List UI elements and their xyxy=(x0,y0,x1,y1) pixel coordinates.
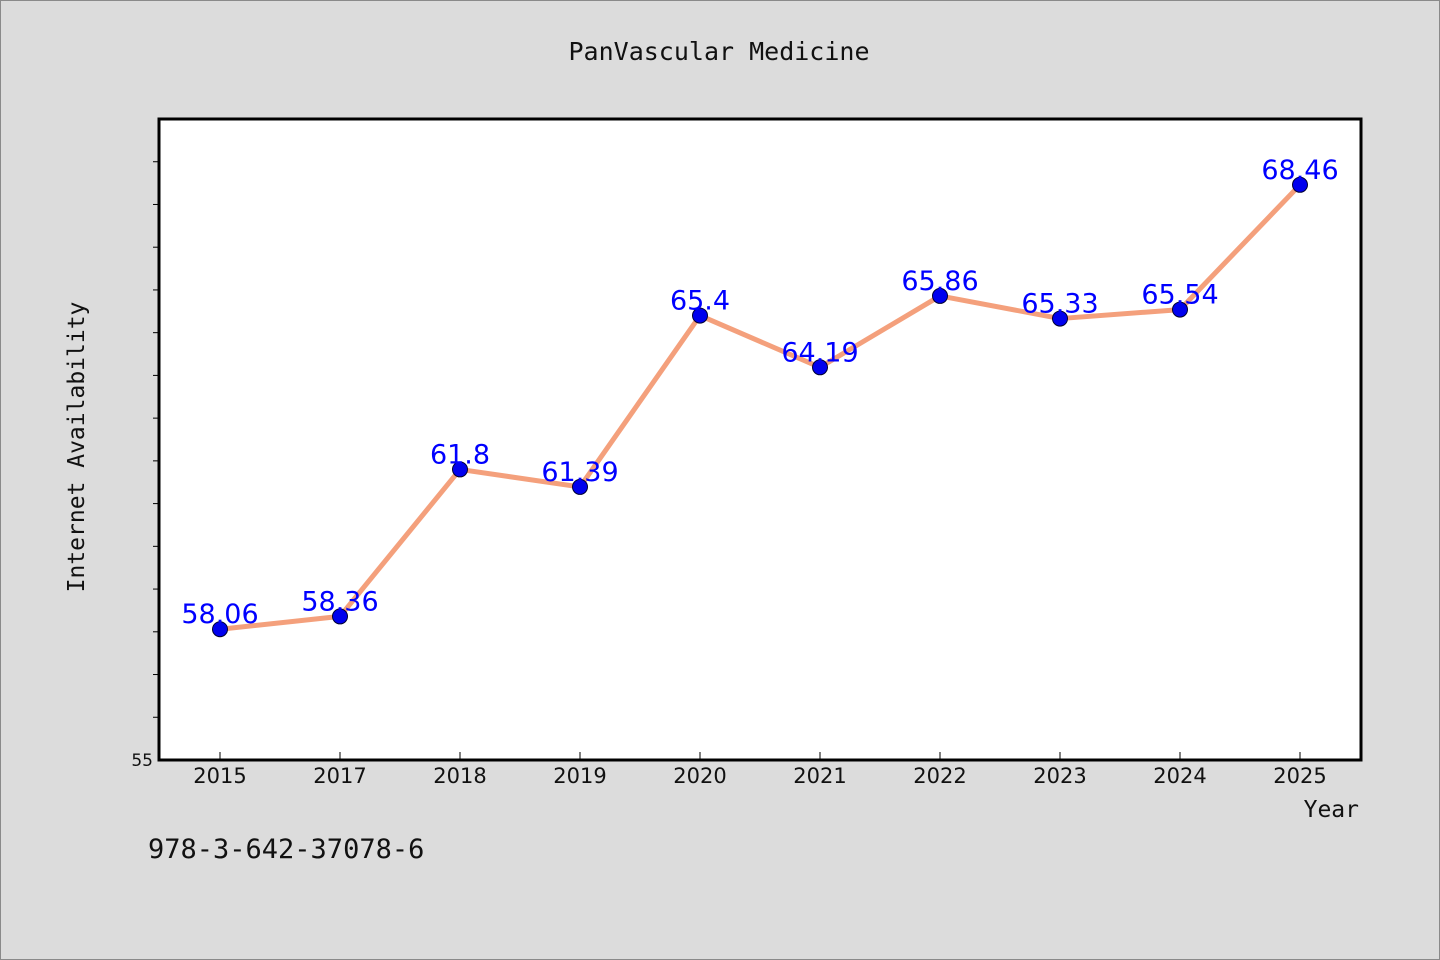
data-label: 58.36 xyxy=(301,586,378,617)
data-point xyxy=(812,359,828,376)
x-tick-label: 2020 xyxy=(673,764,726,788)
x-tick-label: 2025 xyxy=(1273,764,1326,788)
x-tick-label: 2019 xyxy=(553,764,606,788)
data-point xyxy=(1172,301,1188,318)
data-point xyxy=(572,478,588,495)
plot-area xyxy=(157,117,1363,762)
data-point xyxy=(452,461,468,478)
x-tick-labels: 2015 2017 2018 2019 2020 2021 2022 2023 2024 2025 xyxy=(193,764,1326,788)
data-label: 65.86 xyxy=(901,266,978,297)
y-axis-ticks xyxy=(153,161,159,718)
x-tick-label: 2024 xyxy=(1153,764,1206,788)
data-label: 61.8 xyxy=(430,439,490,470)
data-point xyxy=(932,287,948,304)
y-axis-label: Internet Availability xyxy=(64,302,90,593)
data-point xyxy=(692,307,708,324)
x-axis-label: Year xyxy=(1304,797,1359,823)
data-point xyxy=(1292,176,1308,193)
x-tick-label: 2023 xyxy=(1033,764,1086,788)
data-label: 68.46 xyxy=(1261,155,1338,186)
data-label: 61.39 xyxy=(541,457,618,488)
data-label: 64.19 xyxy=(781,337,858,368)
x-tick-label: 2017 xyxy=(313,764,366,788)
data-point xyxy=(1052,310,1068,327)
data-label: 58.06 xyxy=(181,599,258,630)
x-tick-label: 2015 xyxy=(193,764,246,788)
data-point xyxy=(212,621,228,638)
x-tick-label: 2022 xyxy=(913,764,966,788)
data-label: 65.4 xyxy=(670,286,730,317)
x-tick-label: 2021 xyxy=(793,764,846,788)
series-line xyxy=(217,182,1303,632)
data-point xyxy=(332,608,348,625)
isbn-text: 978-3-642-37078-6 xyxy=(148,834,425,865)
data-markers xyxy=(212,176,1308,638)
y-tick-label: 55 xyxy=(131,751,153,771)
data-label: 65.54 xyxy=(1141,280,1218,311)
x-tick-label: 2018 xyxy=(433,764,486,788)
chart-title: PanVascular Medicine xyxy=(568,37,869,66)
data-label: 65.33 xyxy=(1021,289,1098,320)
data-labels: 58.06 58.36 61.8 61.39 65.4 64.19 65.86 65.33 65… xyxy=(181,155,1338,630)
x-axis-ticks xyxy=(219,752,1301,760)
